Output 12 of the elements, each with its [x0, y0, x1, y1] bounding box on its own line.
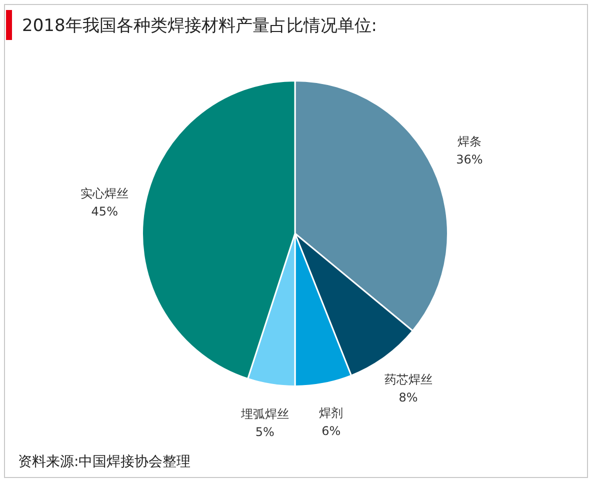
slice-label: 药芯焊丝 [384, 372, 432, 387]
slice-label: 焊条 [457, 134, 482, 149]
chart-title: 2018年我国各种类焊接材料产量占比情况单位: [22, 15, 377, 37]
data-label: 8% [398, 390, 418, 405]
slice-label: 实心焊丝 [80, 186, 129, 200]
slice-label: 埋弧焊丝 [240, 407, 289, 421]
data-label: 5% [255, 425, 274, 439]
data-label: 6% [322, 424, 341, 438]
slice-label: 焊剂 [319, 406, 344, 420]
data-label: 36% [456, 152, 483, 167]
data-label: 45% [91, 204, 118, 218]
text: 资料来源:中国焊接协会整理 [18, 453, 191, 471]
